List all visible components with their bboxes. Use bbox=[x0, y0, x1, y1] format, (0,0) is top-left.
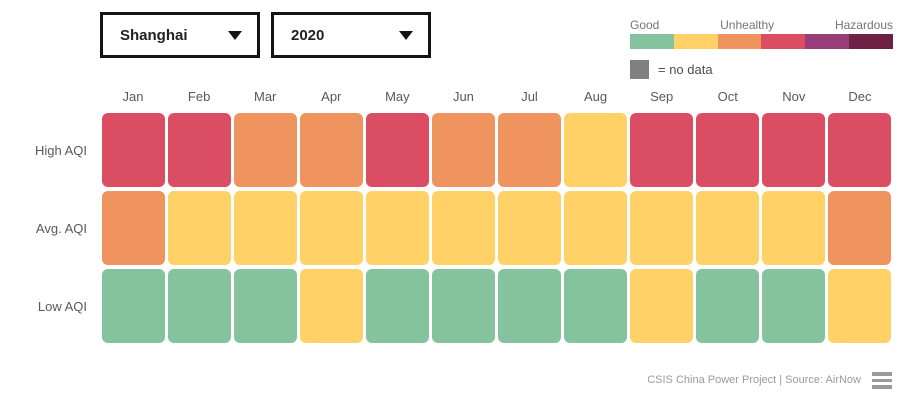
menu-icon-bar bbox=[872, 378, 892, 382]
chevron-down-icon bbox=[228, 30, 242, 40]
heatmap-cell[interactable] bbox=[564, 113, 628, 187]
month-header-row: Jan Feb Mar Apr May Jun Jul Aug Sep Oct Nov Dec bbox=[0, 89, 893, 104]
menu-icon-bar bbox=[872, 372, 892, 376]
month-label: Mar bbox=[254, 89, 277, 104]
heatmap-cell[interactable] bbox=[497, 269, 562, 343]
heatmap-cell[interactable] bbox=[762, 269, 826, 343]
aqi-legend: Good Unhealthy Hazardous = no data bbox=[630, 18, 893, 79]
no-data-label: = no data bbox=[658, 62, 713, 77]
heatmap-row: Low AQI bbox=[0, 269, 893, 343]
chevron-down-icon bbox=[399, 30, 413, 40]
heatmap-cell[interactable] bbox=[497, 191, 562, 265]
heatmap-cell[interactable] bbox=[299, 191, 363, 265]
legend-segment bbox=[849, 34, 893, 49]
legend-segment bbox=[630, 34, 674, 49]
heatmap-cell[interactable] bbox=[365, 191, 429, 265]
menu-icon-bar bbox=[872, 385, 892, 389]
month-label: Jun bbox=[452, 89, 474, 104]
heatmap-cell[interactable] bbox=[365, 269, 429, 343]
heatmap-cell[interactable] bbox=[167, 269, 231, 343]
heatmap-cell[interactable] bbox=[762, 191, 826, 265]
month-label: Sep bbox=[650, 89, 674, 104]
legend-label-hazardous: Hazardous bbox=[834, 18, 893, 32]
heatmap-cell[interactable] bbox=[630, 191, 694, 265]
heatmap-cell[interactable] bbox=[365, 113, 429, 187]
heatmap-cell[interactable] bbox=[101, 269, 165, 343]
month-label: Feb bbox=[187, 89, 211, 104]
month-label: Dec bbox=[848, 89, 872, 104]
heatmap-cell[interactable] bbox=[497, 113, 562, 187]
heatmap-cell[interactable] bbox=[828, 191, 892, 265]
heatmap-cell[interactable] bbox=[101, 191, 165, 265]
heatmap-row: Avg. AQI bbox=[0, 191, 893, 265]
heatmap-cell[interactable] bbox=[431, 191, 495, 265]
heatmap-cell[interactable] bbox=[431, 269, 495, 343]
menu-icon[interactable] bbox=[872, 369, 892, 393]
row-label-spacer bbox=[0, 89, 100, 104]
city-dropdown[interactable]: Shanghai bbox=[100, 12, 260, 58]
legend-color-bar bbox=[630, 34, 893, 49]
heatmap-cell[interactable] bbox=[564, 269, 628, 343]
legend-segment bbox=[717, 34, 762, 49]
heatmap-cell[interactable] bbox=[233, 191, 297, 265]
heatmap-cell[interactable] bbox=[696, 113, 760, 187]
heatmap-cell[interactable] bbox=[233, 269, 297, 343]
no-data-swatch bbox=[630, 60, 649, 79]
city-dropdown-value: Shanghai bbox=[120, 26, 188, 44]
heatmap-cell[interactable] bbox=[431, 113, 495, 187]
legend-segment bbox=[761, 34, 806, 49]
heatmap-cell[interactable] bbox=[762, 113, 826, 187]
legend-label-unhealthy: Unhealthy bbox=[720, 18, 775, 32]
aqi-heatmap: Jan Feb Mar Apr May Jun Jul Aug Sep Oct Nov Dec High… bbox=[0, 89, 904, 343]
header: Shanghai 2020 Good Unhealthy Hazardous =… bbox=[0, 0, 904, 79]
heatmap-cell[interactable] bbox=[101, 113, 165, 187]
year-dropdown-value: 2020 bbox=[291, 26, 325, 44]
month-label: Aug bbox=[584, 89, 608, 104]
heatmap-cell[interactable] bbox=[167, 113, 231, 187]
heatmap-cell[interactable] bbox=[630, 113, 694, 187]
heatmap-cell[interactable] bbox=[167, 191, 231, 265]
heatmap-cell[interactable] bbox=[299, 113, 363, 187]
year-dropdown[interactable]: 2020 bbox=[271, 12, 431, 58]
legend-labels: Good Unhealthy Hazardous bbox=[630, 18, 893, 32]
month-label: Apr bbox=[321, 89, 342, 104]
heatmap-cell[interactable] bbox=[828, 269, 892, 343]
footer: CSIS China Power Project | Source: AirNo… bbox=[647, 369, 892, 393]
month-label: Jul bbox=[521, 89, 538, 104]
heatmap-cell[interactable] bbox=[299, 269, 363, 343]
heatmap-cell[interactable] bbox=[630, 269, 694, 343]
legend-label-good: Good bbox=[630, 18, 660, 32]
month-label: Nov bbox=[782, 89, 806, 104]
heatmap-cell[interactable] bbox=[696, 191, 760, 265]
heatmap-cell[interactable] bbox=[828, 113, 892, 187]
credit-text: CSIS China Power Project | Source: AirNo… bbox=[647, 374, 861, 387]
heatmap-cell[interactable] bbox=[696, 269, 760, 343]
row-label: High AQI bbox=[34, 142, 87, 158]
heatmap-row: High AQI bbox=[0, 113, 893, 187]
month-label: Oct bbox=[717, 89, 738, 104]
legend-segment bbox=[805, 34, 850, 49]
no-data-key: = no data bbox=[630, 60, 893, 79]
month-label: May bbox=[385, 89, 410, 104]
row-label: Avg. AQI bbox=[35, 220, 87, 236]
month-label: Jan bbox=[122, 89, 144, 104]
heatmap-cell[interactable] bbox=[564, 191, 628, 265]
heatmap-cell[interactable] bbox=[233, 113, 297, 187]
row-label: Low AQI bbox=[37, 298, 87, 314]
legend-segment bbox=[673, 34, 718, 49]
